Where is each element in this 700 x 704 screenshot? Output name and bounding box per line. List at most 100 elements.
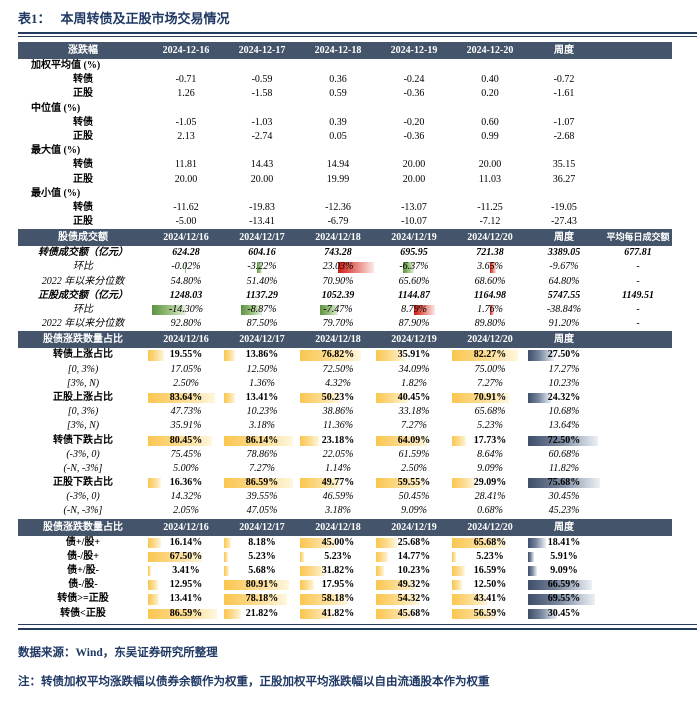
data-cell: 87.90% (376, 317, 452, 331)
cell-value: 92.80% (170, 318, 202, 330)
cell-value: 20.00 (402, 159, 426, 171)
data-cell: 16.36% (148, 476, 224, 490)
table-bottom-divider (18, 623, 697, 630)
data-cell: 43.41% (452, 592, 528, 606)
cell-value: 80.91% (245, 579, 279, 591)
cell-value: 65.68% (474, 406, 506, 418)
yellow-databar (376, 392, 409, 404)
yellow-databar (148, 350, 164, 361)
data-cell: 2.05% (148, 504, 224, 518)
data-cell: 10.23% (224, 405, 300, 419)
data-cell: -1.07 (528, 116, 600, 130)
data-cell: -5.00 (148, 215, 224, 229)
data-cell: -0.36 (376, 130, 452, 144)
yellow-databar (452, 594, 487, 605)
table-row: 转债>=正股 13.41% 78.18% 58.18% 54.32% 43.41% 69.5… (18, 592, 672, 606)
table-row: 中位值 (%) (18, 102, 672, 116)
data-cell: - (600, 303, 676, 317)
data-cell: -19.05 (528, 201, 600, 215)
cell-value: 17.05% (170, 363, 202, 375)
yellow-databar (148, 594, 159, 605)
yellow-databar (376, 594, 420, 605)
table-row: 正股 2.13 -2.74 0.05 -0.36 0.99 -2.68 (18, 130, 672, 144)
data-cell: 92.80% (148, 317, 224, 331)
cell-value: -6.79 (327, 216, 349, 228)
cell-value: 3.18% (325, 505, 351, 517)
row-label: 转债<正股 (60, 607, 106, 619)
data-cell: 5.91% (528, 550, 600, 564)
cell-value: 0.05 (329, 130, 347, 142)
cell-value: 12.50% (473, 579, 507, 591)
section-header-label: 股债涨跌数量占比 (43, 334, 123, 346)
red-databar (490, 262, 497, 273)
column-header: 周度 (554, 334, 574, 346)
data-cell: 9.09% (376, 504, 452, 518)
data-cell: 17.05% (148, 363, 224, 377)
yellow-databar (452, 435, 467, 446)
data-cell: 17.27% (528, 363, 600, 377)
data-cell: 624.28 (148, 246, 224, 260)
row-label: 转债>=正股 (57, 593, 109, 605)
column-header (600, 42, 676, 59)
cell-value: 39.55% (246, 491, 278, 503)
table-row: 2022 年以来分位数 54.80% 51.40% 70.90% 65.60% 68.60… (18, 275, 672, 289)
cell-value: 5.23% (248, 550, 276, 562)
cell-value: 2.13 (177, 130, 195, 142)
data-cell: -0.59 (224, 73, 300, 87)
cell-value: 70.91% (473, 391, 507, 403)
data-cell: 49.32% (376, 578, 452, 592)
data-cell: 54.32% (376, 592, 452, 606)
section-header-row: 股债涨跌数量占比 2024/12/16 2024/12/17 2024/12/18 20… (18, 331, 672, 349)
row-label: [3%, N) (66, 377, 100, 389)
table-title-text: 本周转债及正股市场交易情况 (60, 11, 230, 26)
cell-value: -7.47% (323, 304, 353, 315)
cell-value: 87.90% (398, 318, 430, 330)
cell-value: 34.09% (398, 363, 430, 375)
cell-value: 1137.29 (246, 289, 278, 301)
data-cell: -0.02% (148, 260, 224, 274)
cell-value: 22.05% (322, 448, 354, 460)
cell-value: 54.80% (170, 275, 202, 287)
data-cell: 68.60% (452, 275, 528, 289)
cell-value: 18.41% (547, 536, 581, 548)
table-row: 正股 -5.00 -13.41 -6.79 -10.07 -7.12 -27.43 (18, 215, 672, 229)
cell-value: 17.73% (473, 434, 507, 446)
cell-value: 91.20% (548, 318, 580, 330)
cell-value: 51.40% (246, 275, 278, 287)
yellow-databar (376, 551, 388, 562)
table-row: 转债 -11.62 -19.83 -12.36 -13.07 -11.25 -19.05 (18, 201, 672, 215)
table-row: (-3%, 0) 75.45% 78.86% 22.05% 61.59% 8.64% 60.… (18, 448, 672, 462)
cell-value: 35.91% (170, 420, 202, 432)
data-cell: 40.45% (376, 391, 452, 405)
cell-value: -12.36 (325, 201, 351, 213)
cell-value: 78.18% (245, 593, 279, 605)
cell-value: -9.67% (549, 261, 579, 273)
data-cell: 5.23% (224, 550, 300, 564)
yellow-databar (300, 594, 347, 605)
row-label: 转债成交额（亿元） (38, 247, 128, 259)
data-cell: 677.81 (600, 246, 676, 260)
report-table: 涨跌幅 2024-12-16 2024-12-17 2024-12-18 2024-12… (18, 42, 672, 621)
data-cell: 0.36 (300, 73, 376, 87)
data-cell: 47.73% (148, 405, 224, 419)
cell-value: 35.15 (552, 159, 576, 171)
cell-value: 29.09% (473, 477, 507, 489)
data-cell: 86.59% (224, 476, 300, 490)
yellow-databar (376, 580, 416, 591)
data-cell: 20.00 (148, 173, 224, 187)
data-cell: 87.50% (224, 317, 300, 331)
data-cell: 1052.39 (300, 289, 376, 303)
table-row: 转债 -1.05 -1.03 0.39 -0.20 0.60 -1.07 (18, 116, 672, 130)
section-header-row: 股债成交额 2024/12/16 2024/12/17 2024/12/18 2024/… (18, 229, 672, 247)
cell-value: 30.45% (547, 607, 581, 619)
cell-value: 5.23% (324, 550, 352, 562)
cell-value: 0.99 (481, 130, 499, 142)
cell-value: 38.86% (322, 406, 354, 418)
cell-value: - (636, 304, 640, 315)
cell-value: 87.50% (246, 318, 278, 330)
table-row: 2022 年以来分位数 92.80% 87.50% 79.70% 87.90% 89.80… (18, 317, 672, 331)
row-label: 环比 (73, 304, 93, 315)
cell-value: 10.68% (548, 406, 580, 418)
table-row: 正股 20.00 20.00 19.99 20.00 11.03 36.27 (18, 173, 672, 187)
column-header: 2024/12/20 (467, 521, 513, 533)
